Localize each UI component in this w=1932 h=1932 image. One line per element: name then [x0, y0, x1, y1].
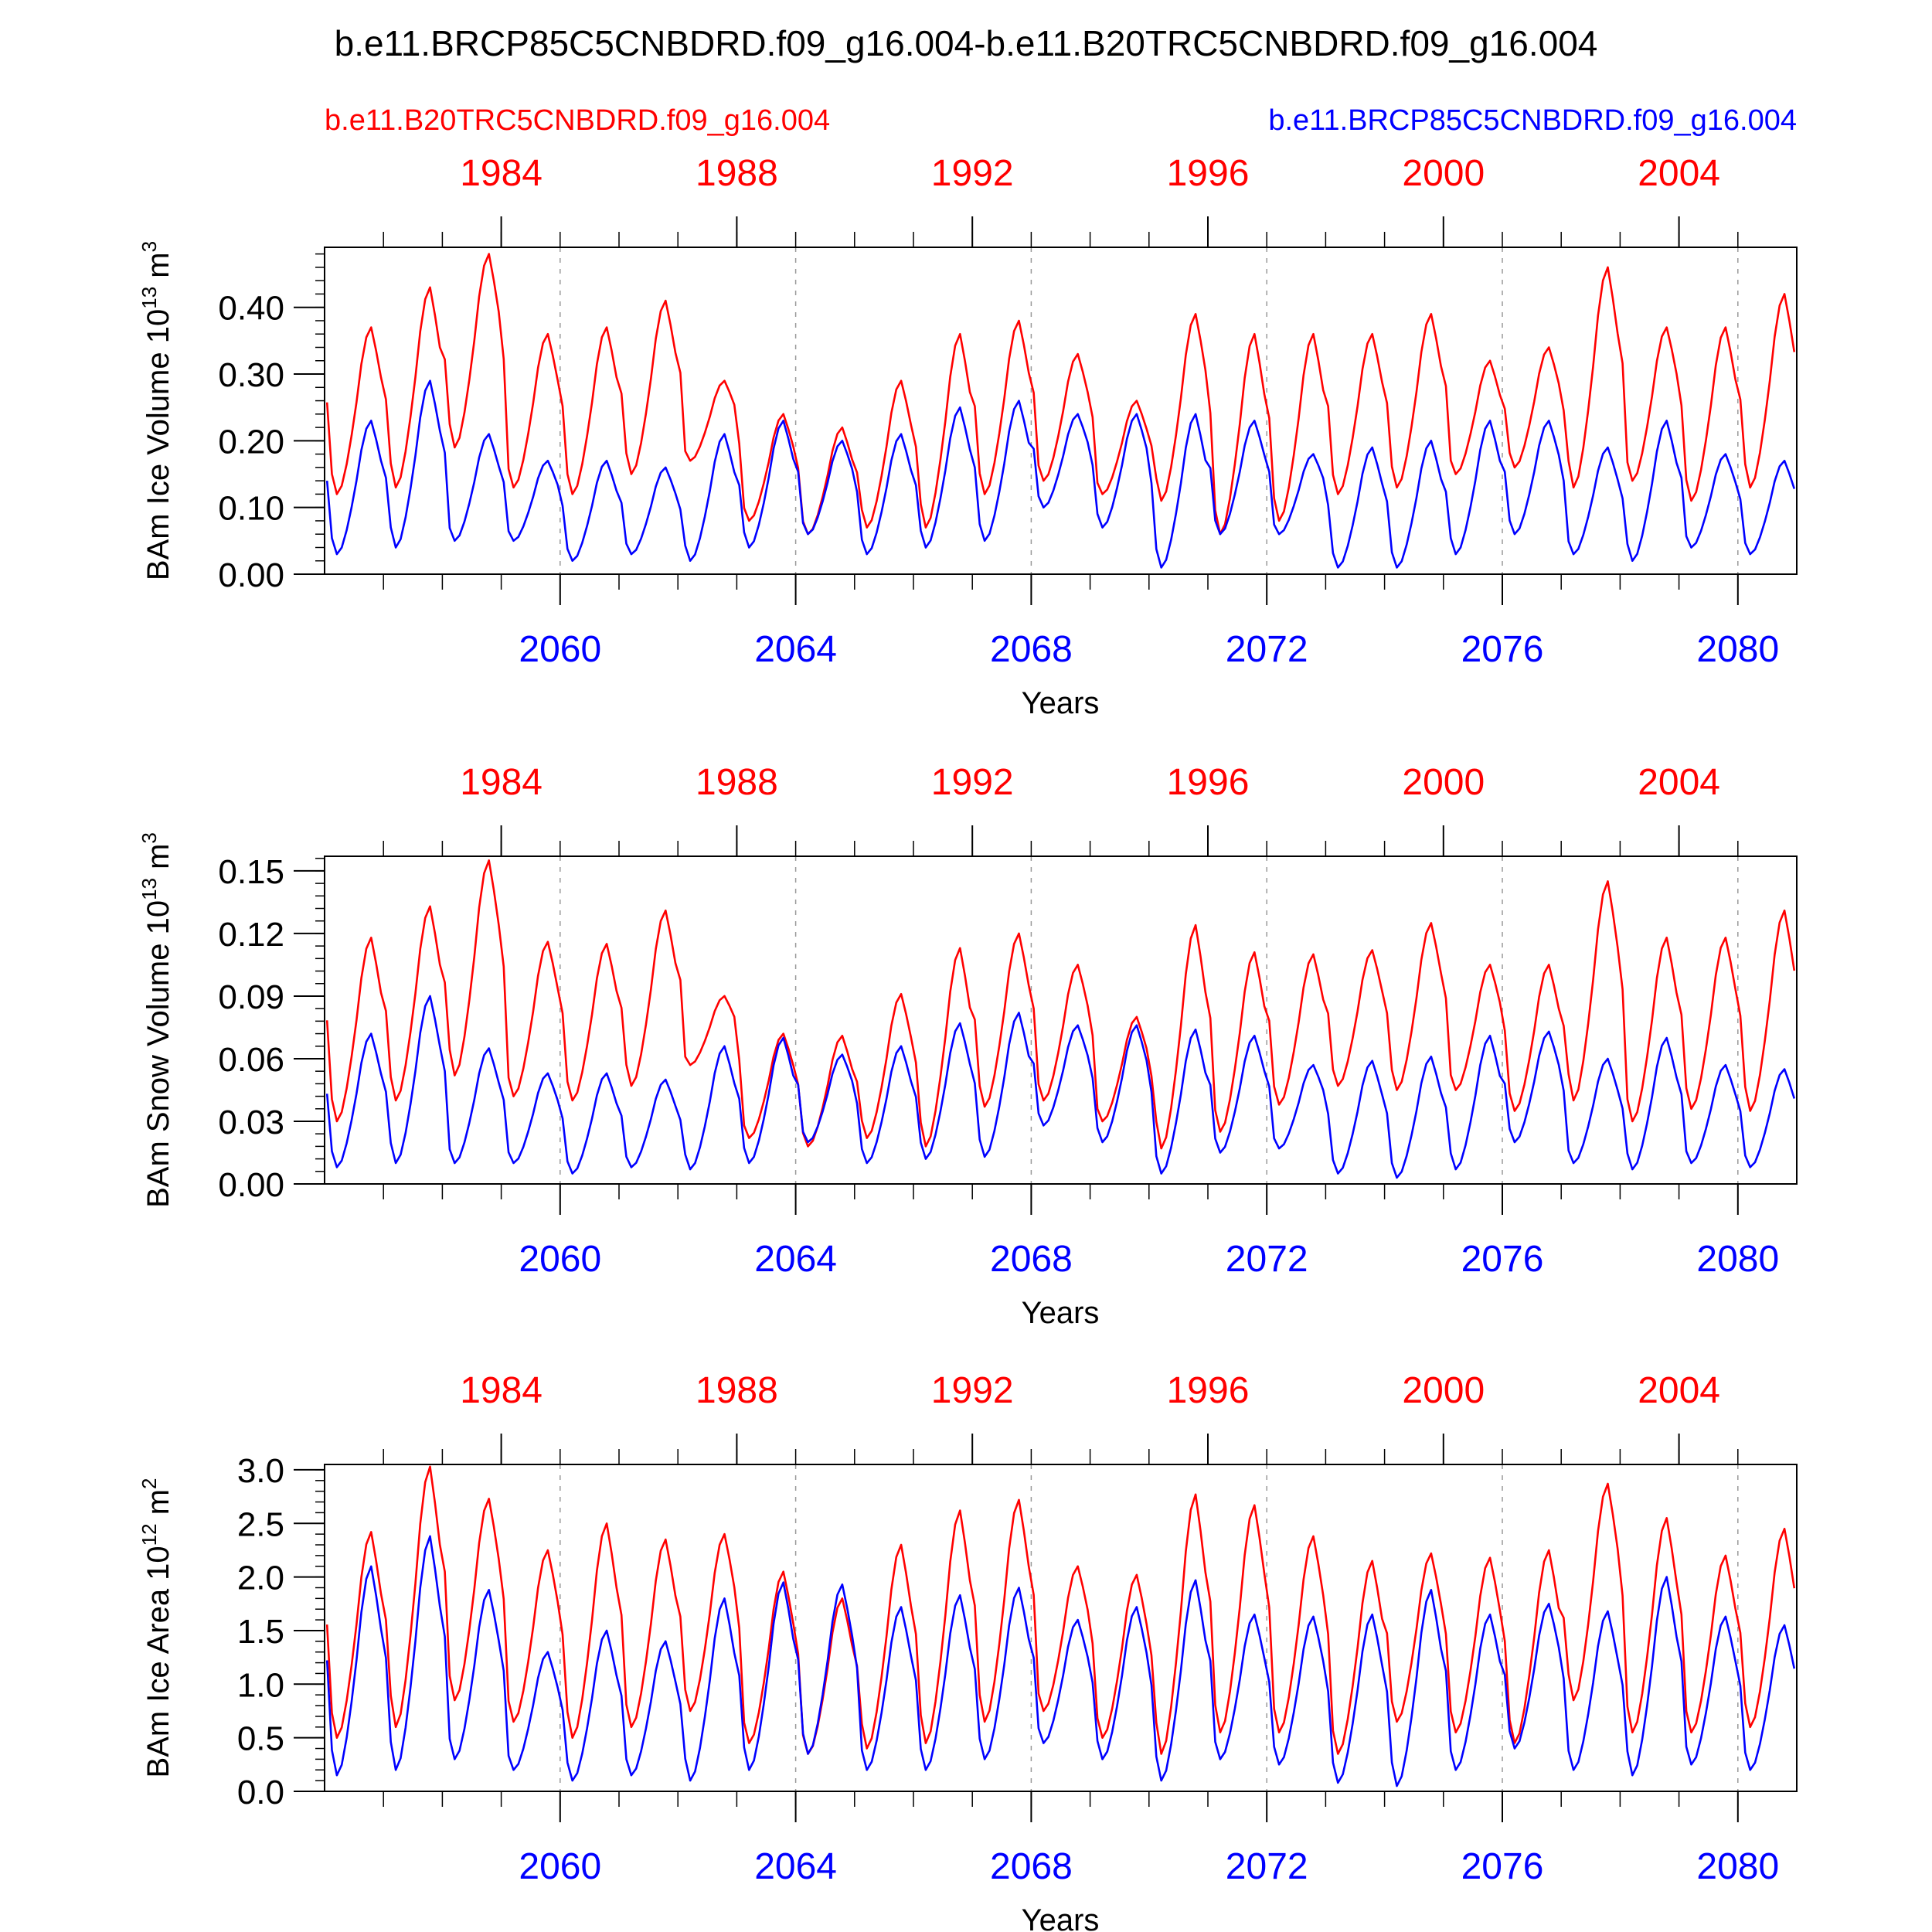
y-tick-label: 0.5	[237, 1720, 284, 1758]
x-tick-label-bottom: 2076	[1461, 1846, 1544, 1887]
x-tick-label-bottom: 2072	[1226, 1846, 1308, 1887]
series-line-blue	[325, 995, 1796, 1179]
series-line-red	[325, 1465, 1796, 1755]
y-axis-label: BAm Ice Volume 1013 m3	[138, 241, 175, 580]
y-tick-label: 0.03	[218, 1104, 284, 1141]
x-tick-label-top: 1992	[931, 762, 1014, 803]
x-tick-label-top: 1996	[1167, 762, 1250, 803]
x-tick-label-top: 1992	[931, 1370, 1014, 1411]
series-line-blue	[325, 379, 1796, 569]
x-tick-label-top: 2004	[1638, 153, 1720, 194]
y-tick-label: 0.40	[218, 290, 284, 328]
y-tick-label: 1.0	[237, 1666, 284, 1704]
x-tick-label-bottom: 2060	[519, 629, 601, 670]
x-axis-label: Years	[1022, 1903, 1100, 1932]
x-tick-label-top: 1992	[931, 153, 1014, 194]
figure-title: b.e11.BRCP85C5CNBDRD.f09_g16.004-b.e11.B…	[335, 23, 1598, 63]
x-axis-label: Years	[1022, 1296, 1100, 1330]
x-tick-label-bottom: 2064	[754, 1846, 837, 1887]
x-tick-label-top: 1984	[460, 1370, 543, 1411]
series-line-red	[325, 859, 1796, 1150]
x-tick-label-top: 2000	[1402, 153, 1485, 194]
y-tick-label: 0.12	[218, 916, 284, 954]
x-tick-label-top: 1984	[460, 762, 543, 803]
series-line-red	[325, 253, 1796, 536]
y-tick-label: 0.09	[218, 978, 284, 1016]
y-tick-label: 0.00	[218, 556, 284, 594]
panel-ice-area: 0.0 0.5 1.0 1.5 2.0 2.5 3.0 BAm Ice Area 1012 m…	[138, 1370, 1798, 1932]
x-tick-label-top: 2004	[1638, 1370, 1720, 1411]
x-tick-label-bottom: 2068	[990, 1239, 1073, 1280]
legend-label-red: b.e11.B20TRC5CNBDRD.f09_g16.004	[325, 104, 830, 137]
y-tick-label: 3.0	[237, 1452, 284, 1490]
x-tick-label-top: 2000	[1402, 762, 1485, 803]
x-tick-label-top: 2000	[1402, 1370, 1485, 1411]
x-tick-label-bottom: 2068	[990, 629, 1073, 670]
y-tick-label: 0.20	[218, 423, 284, 461]
x-tick-label-top: 1988	[696, 153, 778, 194]
x-axis-label: Years	[1022, 686, 1100, 720]
x-tick-label-bottom: 2072	[1226, 1239, 1308, 1280]
plot-frame	[324, 1464, 1798, 1792]
x-tick-label-top: 1996	[1167, 153, 1250, 194]
x-tick-label-bottom: 2080	[1696, 629, 1779, 670]
y-axis-label: BAm Snow Volume 1013 m3	[138, 832, 175, 1208]
y-tick-label: 0.15	[218, 853, 284, 891]
y-tick-label: 1.5	[237, 1613, 284, 1651]
y-tick-label: 0.00	[218, 1166, 284, 1204]
panel-snow-volume: 0.00 0.03 0.06 0.09 0.12 0.15 BAm Snow Volume …	[138, 762, 1798, 1330]
x-tick-label-top: 1988	[696, 762, 778, 803]
x-tick-label-bottom: 2060	[519, 1846, 601, 1887]
x-tick-label-bottom: 2080	[1696, 1846, 1779, 1887]
y-tick-label: 2.5	[237, 1505, 284, 1543]
x-tick-label-top: 1996	[1167, 1370, 1250, 1411]
y-tick-label: 2.0	[237, 1560, 284, 1597]
x-tick-label-bottom: 2076	[1461, 1239, 1544, 1280]
x-tick-label-top: 1988	[696, 1370, 778, 1411]
series-line-blue	[325, 1535, 1796, 1787]
x-tick-label-bottom: 2068	[990, 1846, 1073, 1887]
x-tick-label-bottom: 2072	[1226, 629, 1308, 670]
x-tick-label-bottom: 2080	[1696, 1239, 1779, 1280]
x-tick-label-bottom: 2064	[754, 1239, 837, 1280]
x-tick-label-top: 1984	[460, 153, 543, 194]
plot-frame	[324, 247, 1798, 575]
plot-frame	[324, 855, 1798, 1185]
y-tick-label: 0.0	[237, 1774, 284, 1811]
x-tick-label-bottom: 2076	[1461, 629, 1544, 670]
y-tick-label: 0.06	[218, 1041, 284, 1079]
x-tick-label-bottom: 2060	[519, 1239, 601, 1280]
y-axis-label: BAm Ice Area 1012 m2	[138, 1478, 175, 1778]
y-tick-label: 0.30	[218, 356, 284, 394]
x-tick-label-top: 2004	[1638, 762, 1720, 803]
panel-ice-volume: 0.00 0.10 0.20 0.30 0.40 BAm Ice Volume 1013 …	[138, 153, 1798, 720]
y-tick-label: 0.10	[218, 490, 284, 528]
x-tick-label-bottom: 2064	[754, 629, 837, 670]
legend-label-blue: b.e11.BRCP85C5CNBDRD.f09_g16.004	[1268, 104, 1797, 137]
